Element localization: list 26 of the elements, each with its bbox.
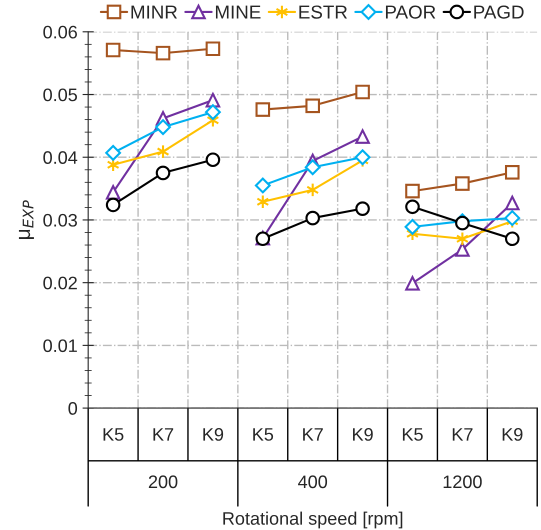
y-tick-label: 0: [68, 402, 78, 415]
legend-label: MINR: [131, 6, 177, 19]
x-tick-label: K7: [452, 428, 473, 441]
x-tick-label: K9: [502, 428, 522, 441]
x-tick-label: K5: [104, 428, 124, 441]
legend-label: PAGD: [474, 5, 524, 19]
legend-label: MINE: [216, 6, 260, 19]
x-tick-label: K5: [402, 428, 423, 441]
x-tick-label: K7: [153, 428, 174, 441]
x-tick-label: K5: [253, 428, 274, 441]
x-axis-title: Rotational speed [rpm]: [223, 512, 402, 528]
legend-label: PAOR: [386, 5, 436, 19]
text: 200: [148, 475, 178, 488]
text: 1200: [444, 475, 482, 488]
x-tick-label: K9: [353, 428, 373, 441]
y-tick-label: 0.04: [43, 151, 78, 164]
text: 400: [298, 475, 328, 488]
y-tick-label: 0.01: [43, 339, 77, 352]
y-tick-label: 0.02: [43, 276, 77, 290]
legend-label: ESTR: [299, 5, 347, 19]
y-tick-label: 0.05: [43, 88, 78, 102]
y-tick-label: 0.03: [43, 214, 77, 227]
y-tick-label: 0.06: [43, 26, 77, 39]
x-tick-label: K7: [303, 428, 323, 441]
y-axis-title: μ$_{EXP}$: [18, 200, 34, 239]
x-tick-label: K9: [203, 428, 224, 441]
